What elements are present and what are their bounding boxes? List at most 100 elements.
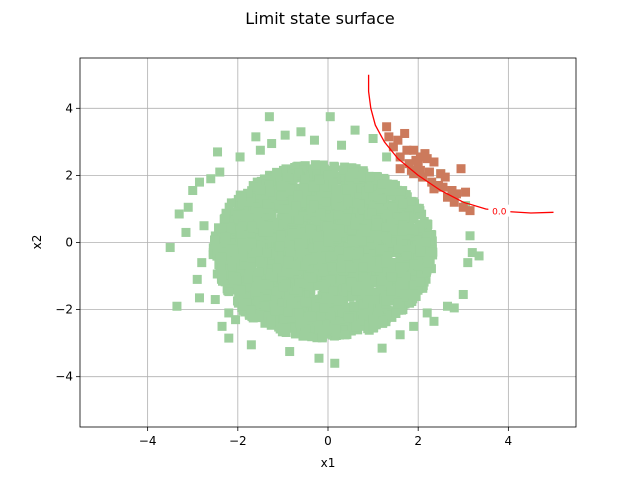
safe-sample-point (264, 279, 274, 289)
safe-sample-point (393, 298, 403, 308)
safe-sample-point (248, 313, 258, 323)
safe-sample-point (409, 259, 419, 269)
safe-sample-point (221, 232, 231, 242)
safe-sample-point (304, 284, 314, 294)
safe-sample-point (343, 196, 353, 206)
safe-sample-point (281, 279, 291, 289)
failure-sample-point (458, 202, 468, 212)
scatter-points (165, 112, 484, 368)
safe-sample-point (275, 241, 285, 251)
safe-sample-point (376, 245, 386, 255)
failure-sample-point (413, 160, 423, 170)
safe-sample-point (359, 246, 369, 256)
safe-sample-point (346, 277, 356, 287)
safe-sample-point (272, 292, 282, 302)
safe-sample-point (213, 223, 223, 233)
safe-sample-point (423, 258, 433, 268)
safe-sample-point (331, 324, 341, 334)
safe-sample-point (387, 238, 397, 248)
safe-sample-point (235, 152, 245, 162)
failure-sample-point (422, 154, 432, 164)
failure-sample-point (388, 142, 398, 152)
safe-sample-point (375, 302, 385, 312)
safe-sample-point (316, 311, 326, 321)
contour-level-label: 0.0 (492, 208, 507, 218)
safe-sample-point (247, 221, 257, 231)
safe-sample-point (387, 259, 397, 269)
safe-sample-point (314, 325, 324, 335)
safe-sample-point (376, 276, 386, 286)
safe-sample-point (412, 235, 422, 245)
safe-sample-point (382, 233, 392, 243)
safe-sample-point (364, 286, 374, 296)
safe-sample-point (395, 330, 405, 340)
safe-sample-point (321, 283, 331, 293)
safe-sample-point (371, 175, 381, 185)
safe-sample-point (395, 256, 405, 266)
safe-sample-point (280, 130, 290, 140)
safe-sample-point (282, 214, 292, 224)
safe-sample-point (267, 139, 277, 149)
safe-sample-point (381, 222, 391, 232)
safe-sample-point (258, 227, 268, 237)
safe-sample-point (308, 243, 318, 253)
safe-sample-point (226, 224, 236, 234)
chart-title: Limit state surface (245, 9, 395, 28)
safe-sample-point (267, 233, 277, 243)
safe-sample-point (387, 272, 397, 282)
failure-sample-point (404, 159, 414, 169)
failure-sample-point (395, 152, 405, 162)
safe-sample-point (326, 251, 336, 261)
safe-sample-point (295, 247, 305, 257)
safe-sample-point (358, 166, 368, 176)
safe-sample-point (324, 294, 334, 304)
safe-sample-point (260, 318, 270, 328)
safe-sample-point (296, 253, 306, 263)
safe-sample-point (382, 244, 392, 254)
safe-sample-point (316, 187, 326, 197)
y-tick-label: −4 (55, 370, 73, 384)
failure-sample-point (429, 184, 439, 194)
safe-sample-point (283, 268, 293, 278)
safe-sample-point (282, 172, 292, 182)
safe-sample-point (278, 165, 288, 175)
safe-sample-point (333, 296, 343, 306)
safe-sample-point (338, 165, 348, 175)
safe-sample-point (276, 181, 286, 191)
safe-sample-point (253, 246, 263, 256)
safe-sample-point (347, 263, 357, 273)
safe-sample-point (388, 244, 398, 254)
safe-sample-point (341, 216, 351, 226)
safe-sample-point (331, 193, 341, 203)
safe-sample-point (308, 255, 318, 265)
safe-sample-point (358, 269, 368, 279)
safe-sample-point (322, 221, 332, 231)
safe-sample-point (383, 251, 393, 261)
safe-sample-point (365, 172, 375, 182)
safe-sample-point (373, 184, 383, 194)
x-tick-label: −4 (139, 434, 157, 448)
safe-sample-point (367, 208, 377, 218)
safe-sample-point (408, 266, 418, 276)
safe-sample-point (284, 256, 294, 266)
safe-sample-point (236, 285, 246, 295)
safe-sample-point (277, 271, 287, 281)
safe-sample-point (220, 213, 230, 223)
safe-sample-point (324, 211, 334, 221)
safe-sample-point (243, 188, 253, 198)
safe-sample-point (316, 208, 326, 218)
y-tick-label: 2 (65, 168, 73, 182)
safe-sample-point (305, 224, 315, 234)
failure-sample-point (400, 128, 410, 138)
safe-sample-point (372, 225, 382, 235)
safe-sample-point (393, 244, 403, 254)
safe-sample-point (262, 199, 272, 209)
safe-sample-point (294, 215, 304, 225)
safe-sample-point (393, 286, 403, 296)
safe-sample-point (243, 274, 253, 284)
safe-sample-point (264, 112, 274, 122)
safe-sample-point (294, 308, 304, 318)
limit-state-contour: 0.0 (367, 74, 554, 218)
safe-sample-point (359, 309, 369, 319)
safe-sample-point (343, 251, 353, 261)
